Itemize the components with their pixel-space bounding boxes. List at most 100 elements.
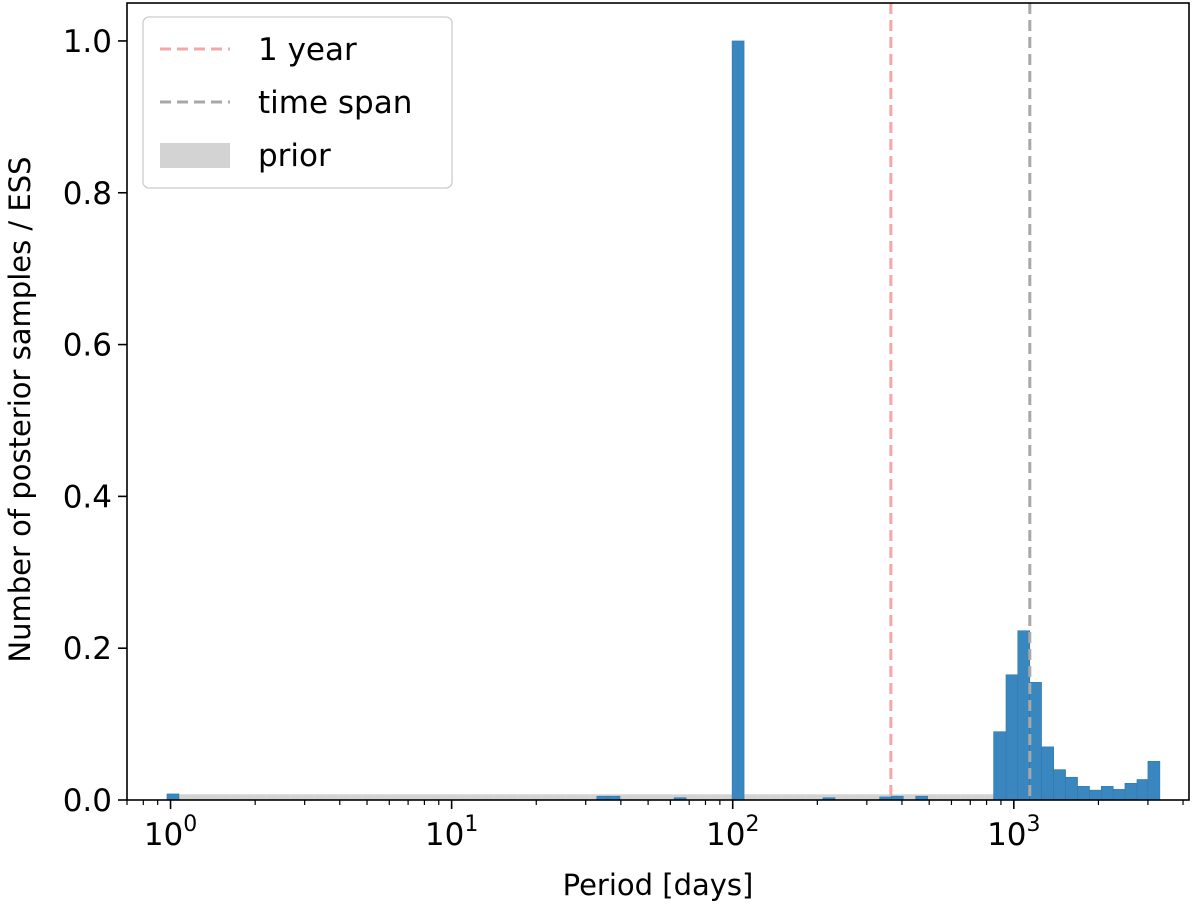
prior-bar (338, 794, 351, 800)
x-axis-ticks: 100 101 102 103 (126, 800, 1184, 853)
posterior-bar (1112, 789, 1126, 801)
prior-bar (865, 794, 878, 800)
prior-bar (589, 794, 602, 800)
prior-bar (745, 794, 758, 800)
prior-bar (433, 794, 446, 800)
prior-bar (290, 794, 303, 800)
prior-bar (398, 794, 411, 800)
x-tick-label: 102 (706, 812, 759, 853)
y-tick-label: 0.2 (63, 631, 112, 667)
x-tick-label: 103 (987, 812, 1040, 853)
posterior-bar (1077, 786, 1090, 801)
prior-bar (649, 794, 662, 800)
prior-bar (948, 794, 961, 800)
prior-bar (577, 794, 590, 800)
prior-bar (637, 794, 650, 800)
legend-swatch-prior (160, 143, 230, 168)
posterior-bar (1005, 674, 1019, 801)
legend-label-1-year: 1 year (258, 32, 357, 68)
prior-bar (829, 794, 842, 800)
prior-bar (206, 794, 219, 800)
prior-bar (625, 794, 638, 800)
prior-bar (182, 794, 195, 800)
prior-bar (697, 794, 710, 800)
reference-lines (889, 3, 1032, 800)
prior-bar (254, 794, 267, 800)
prior-bar (457, 794, 470, 800)
prior-bar (900, 794, 913, 800)
prior-bar (493, 794, 506, 800)
prior-bar (936, 794, 949, 800)
prior-bar (661, 794, 674, 800)
prior-bar (841, 794, 854, 800)
posterior-bar (1029, 682, 1042, 801)
posterior-bar (1147, 760, 1161, 801)
posterior-bar (1041, 746, 1054, 801)
y-axis-label: Number of posterior samples / ESS (3, 156, 37, 662)
prior-bar (769, 794, 782, 800)
prior-bar (505, 794, 518, 800)
prior-bar (805, 794, 818, 800)
prior-bar (278, 794, 291, 800)
prior-bar (422, 794, 434, 800)
prior-bar (326, 794, 339, 800)
posterior-bar (1136, 779, 1150, 801)
posterior-bars (166, 40, 1161, 801)
prior-bar (553, 794, 566, 800)
prior-bar (960, 794, 973, 800)
y-tick-label: 0.0 (63, 783, 112, 819)
prior-bar (386, 794, 399, 800)
y-tick-label: 0.8 (63, 176, 112, 212)
prior-bar (469, 794, 482, 800)
prior-bar (481, 794, 494, 800)
prior-bar (230, 794, 243, 800)
prior-bar (242, 794, 255, 800)
prior-bar (529, 794, 542, 800)
posterior-bar (1053, 769, 1066, 801)
prior-bar (984, 794, 997, 800)
prior-bar (374, 794, 387, 800)
posterior-bar (1124, 783, 1138, 801)
prior-bar (793, 794, 806, 800)
x-tick-label: 101 (425, 812, 478, 853)
posterior-bar (166, 793, 180, 801)
prior-bar (410, 794, 423, 800)
prior-bar (362, 794, 375, 800)
prior-bar (266, 794, 279, 800)
prior-bar (314, 794, 327, 800)
prior-bar (781, 794, 794, 800)
y-tick-label: 0.4 (63, 479, 112, 515)
prior-bar (445, 794, 458, 800)
legend-label-time-span: time span (258, 85, 412, 121)
legend-label-prior: prior (258, 138, 331, 174)
prior-bar (194, 794, 207, 800)
x-axis-label: Period [days] (563, 868, 754, 902)
posterior-bar (1017, 630, 1031, 801)
posterior-bar (1065, 776, 1078, 801)
axes-frame (126, 2, 1190, 801)
prior-bar (565, 794, 578, 800)
prior-bar (302, 794, 315, 800)
prior-bar (517, 794, 530, 800)
prior-bar (685, 794, 698, 800)
legend: 1 year time span prior (142, 16, 453, 189)
y-tick-label: 0.6 (63, 328, 112, 364)
y-axis-ticks: 0.0 0.2 0.4 0.6 0.8 1.0 (63, 24, 127, 819)
prior-bar (853, 794, 866, 800)
posterior-bar (731, 40, 745, 801)
x-tick-label: 100 (144, 812, 197, 853)
posterior-bar (1100, 786, 1114, 801)
y-tick-label: 1.0 (63, 24, 112, 60)
prior-bar (924, 794, 937, 800)
prior-bar (218, 794, 231, 800)
prior-bar (709, 794, 722, 800)
prior-bar (757, 794, 770, 800)
prior-bar (817, 794, 830, 800)
prior-bar (541, 794, 554, 800)
prior-bar (972, 794, 985, 800)
posterior-bar (993, 731, 1006, 801)
posterior-bar (1089, 789, 1102, 801)
prior-bar (350, 794, 363, 800)
prior-bar (673, 794, 686, 800)
